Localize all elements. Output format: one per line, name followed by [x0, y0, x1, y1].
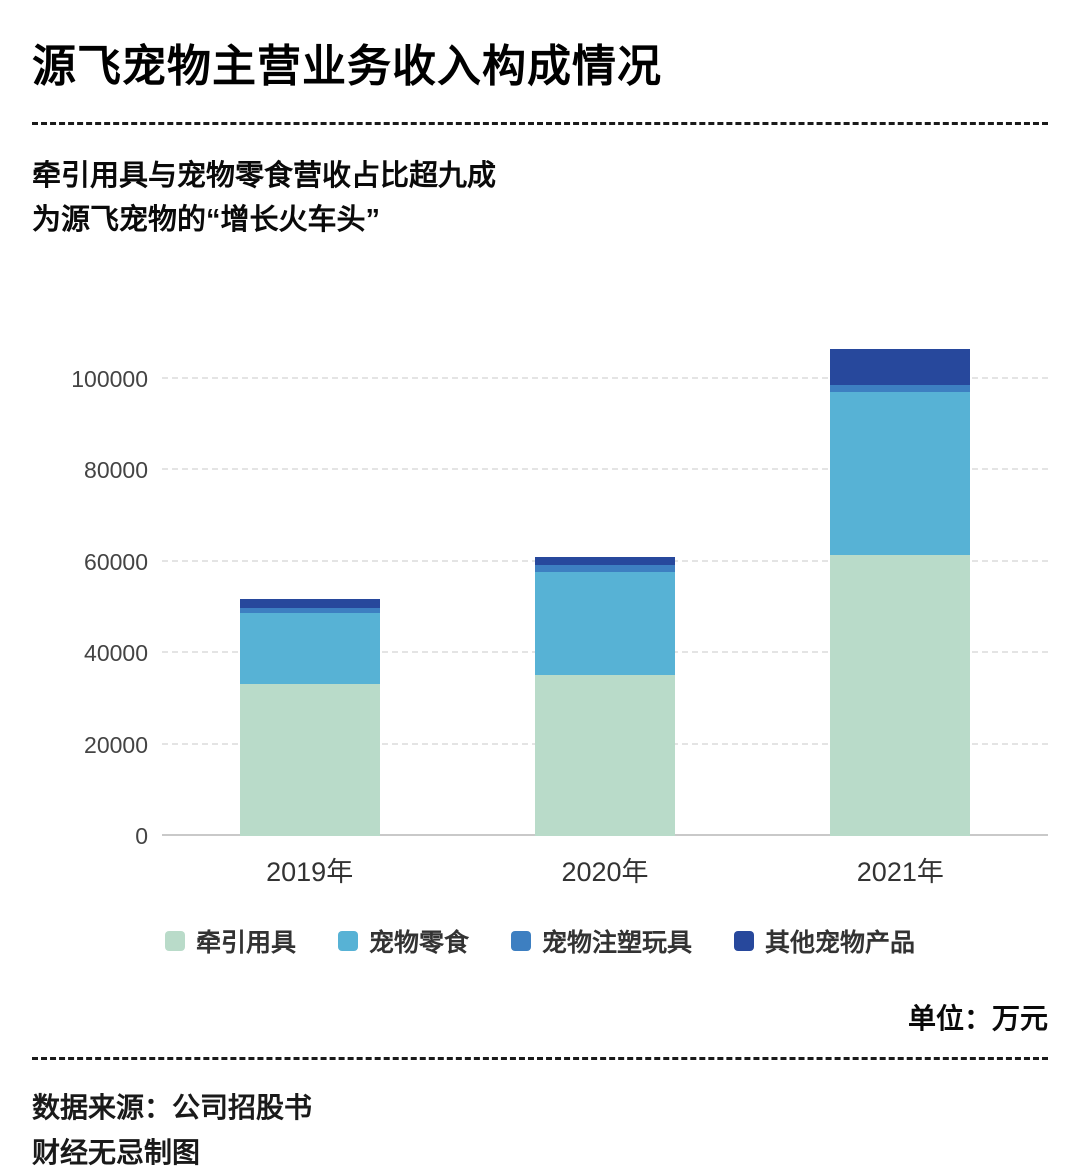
x-tick-label: 2021年	[856, 857, 944, 887]
legend-item: 宠物零食	[337, 923, 469, 959]
legend-swatch	[164, 931, 185, 951]
bars-row	[162, 306, 1048, 836]
chart-credit: 财经无忌制图	[32, 1136, 201, 1168]
bar-cell	[457, 306, 752, 836]
legend-item: 其他宠物产品	[734, 923, 915, 959]
chart-subtitle: 牵引用具与宠物零食营收占比超九成 为源飞宠物的“增长火车头”	[32, 155, 1048, 242]
infographic-page: 源飞宠物主营业务收入构成情况 牵引用具与宠物零食营收占比超九成 为源飞宠物的“增…	[32, 42, 1048, 1168]
y-tick-label: 20000	[84, 731, 148, 758]
bar-segment	[534, 565, 675, 573]
legend-swatch	[734, 931, 755, 951]
legend-item: 宠物注塑玩具	[511, 923, 692, 959]
legend-swatch	[337, 931, 358, 951]
bar-segment	[534, 557, 675, 566]
gridline	[162, 377, 1048, 379]
bar-segment	[830, 554, 971, 836]
x-tick-label: 2019年	[266, 857, 354, 887]
gridline	[162, 468, 1048, 471]
footer: 数据来源：公司招股书 财经无忌制图	[32, 1086, 1048, 1176]
bar-segment	[534, 572, 675, 676]
stacked-bar-2020年	[534, 557, 675, 836]
y-tick-label: 0	[135, 823, 148, 849]
bar-segment	[239, 612, 380, 684]
y-tick-label: 80000	[84, 457, 148, 484]
x-axis-labels: 2019年 2020年 2021年	[162, 850, 1048, 889]
bar-segment	[830, 392, 971, 555]
data-source: 数据来源：公司招股书	[32, 1092, 313, 1123]
subtitle-line-2: 为源飞宠物的“增长火车头”	[32, 203, 381, 236]
stacked-bar-2019年	[239, 599, 380, 836]
bar-segment	[239, 599, 380, 608]
legend-label: 其他宠物产品	[765, 929, 916, 957]
subtitle-line-1: 牵引用具与宠物零食营收占比超九成	[32, 160, 497, 192]
plot-area	[162, 306, 1048, 836]
x-tick-label: 2020年	[561, 857, 649, 887]
legend-item: 牵引用具	[164, 923, 296, 959]
y-tick-label: 40000	[84, 640, 148, 667]
bottom-divider	[32, 1057, 1048, 1060]
legend-label: 牵引用具	[195, 929, 296, 957]
stacked-bar-chart: 0 20000 40000 60000 80000 100000	[32, 306, 1048, 849]
chart-legend: 牵引用具 宠物零食 宠物注塑玩具 其他宠物产品	[32, 923, 1048, 959]
bar-segment	[239, 607, 380, 613]
y-tick-label: 60000	[84, 548, 148, 575]
y-axis-spacer	[32, 850, 162, 889]
bar-cell	[753, 306, 1048, 836]
bar-cell	[162, 306, 457, 836]
legend-label: 宠物零食	[368, 929, 469, 957]
bar-segment	[830, 385, 971, 393]
y-tick-label: 100000	[71, 366, 148, 392]
x-axis: 2019年 2020年 2021年	[32, 850, 1048, 889]
bar-segment	[830, 348, 971, 386]
top-divider	[32, 122, 1048, 125]
bar-segment	[534, 675, 675, 836]
bar-segment	[239, 683, 380, 836]
y-axis: 0 20000 40000 60000 80000 100000	[32, 306, 162, 849]
legend-label: 宠物注塑玩具	[542, 929, 693, 957]
stacked-bar-2021年	[830, 348, 971, 836]
page-title: 源飞宠物主营业务收入构成情况	[32, 42, 662, 91]
legend-swatch	[511, 931, 531, 951]
unit-label: 单位：万元	[907, 1003, 1048, 1034]
